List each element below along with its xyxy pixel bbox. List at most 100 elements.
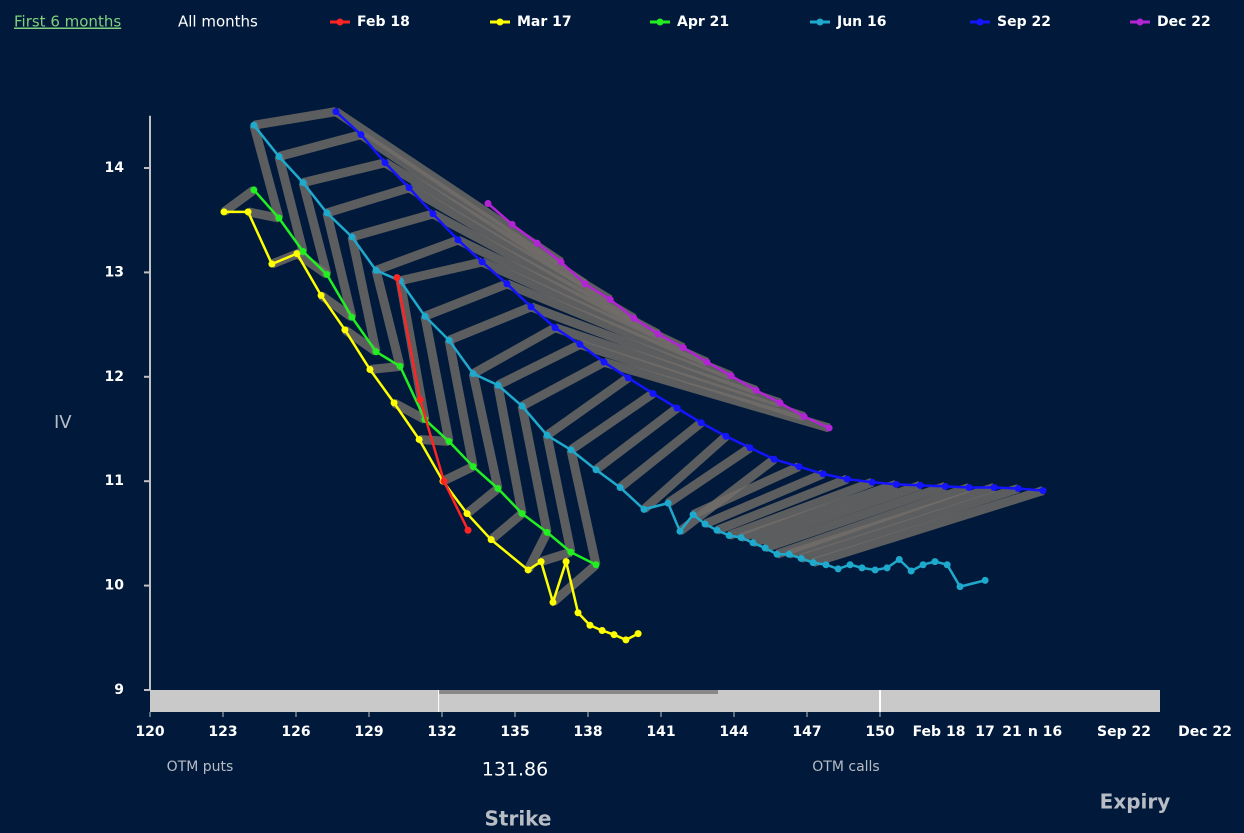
data-point xyxy=(956,583,964,591)
data-point xyxy=(469,463,477,471)
data-point xyxy=(372,348,380,356)
data-point xyxy=(487,536,495,544)
mesh-strip xyxy=(602,357,831,433)
data-point xyxy=(275,214,283,222)
otm-calls-label: OTM calls xyxy=(812,759,879,775)
y-axis-label: IV xyxy=(54,412,72,433)
mesh-strip xyxy=(566,448,601,566)
data-point xyxy=(606,296,614,304)
data-point xyxy=(634,630,642,638)
data-point xyxy=(592,561,600,569)
data-point xyxy=(429,210,437,218)
data-point xyxy=(484,199,492,207)
data-point xyxy=(907,567,915,575)
data-point xyxy=(785,550,793,558)
mesh-strip xyxy=(578,340,806,421)
mesh-strip xyxy=(325,183,411,218)
mesh-strip xyxy=(519,358,607,411)
data-point xyxy=(703,358,711,366)
data-point xyxy=(567,548,575,556)
data-point xyxy=(616,483,624,491)
data-point xyxy=(390,399,398,407)
data-point xyxy=(883,564,891,572)
mesh-strip xyxy=(480,257,709,367)
data-point xyxy=(689,511,697,519)
y-tick-label: 14 xyxy=(105,160,125,176)
mesh-strip xyxy=(277,130,363,161)
data-point xyxy=(503,280,511,288)
data-point xyxy=(800,412,808,420)
data-point xyxy=(421,312,429,320)
data-point xyxy=(858,564,866,572)
mesh-strip xyxy=(739,480,898,542)
data-point xyxy=(551,324,559,332)
mesh-strip xyxy=(550,561,599,606)
mesh-strip xyxy=(369,361,401,374)
mesh-strip xyxy=(539,547,573,566)
data-point xyxy=(250,186,258,194)
data-point xyxy=(825,424,833,432)
otm-puts-label: OTM puts xyxy=(167,759,234,775)
mesh-strip xyxy=(691,462,801,519)
data-point xyxy=(574,609,582,617)
data-point xyxy=(372,266,380,274)
data-point xyxy=(713,526,721,534)
data-point xyxy=(416,396,424,404)
data-point xyxy=(809,559,817,567)
data-point xyxy=(543,431,551,439)
mesh-strip xyxy=(703,469,825,529)
legend-label: Mar 17 xyxy=(517,14,572,30)
nav-link[interactable]: First 6 months xyxy=(14,13,121,31)
data-point xyxy=(819,470,827,478)
mesh-strip xyxy=(568,389,656,454)
mesh-strip xyxy=(553,323,782,408)
data-point xyxy=(797,554,805,562)
data-point xyxy=(697,419,705,427)
nav-link[interactable]: All months xyxy=(178,13,258,31)
strike-bar xyxy=(150,690,1160,712)
legend-dot xyxy=(1136,18,1144,26)
data-point xyxy=(727,372,735,380)
data-point xyxy=(557,258,565,266)
mesh-strip xyxy=(350,209,435,242)
data-point xyxy=(722,432,730,440)
mesh-strip xyxy=(374,235,460,275)
data-point xyxy=(463,510,471,518)
expiry-tick-label: Dec 22 xyxy=(1178,724,1232,740)
x-axis-label: Strike xyxy=(484,807,551,831)
y-tick-label: 9 xyxy=(114,682,124,698)
x-tick-label: 135 xyxy=(500,724,529,740)
data-point xyxy=(317,291,325,299)
mesh-strip xyxy=(763,482,947,553)
data-point xyxy=(567,446,575,454)
x-tick-label: 141 xyxy=(646,724,675,740)
data-point xyxy=(630,314,638,322)
data-point xyxy=(919,561,927,569)
data-point xyxy=(965,483,973,491)
legend-dot xyxy=(336,18,344,26)
data-point xyxy=(600,358,608,366)
expiry-tick-label: 21 xyxy=(1002,724,1021,740)
mesh-strip xyxy=(787,483,996,559)
data-point xyxy=(598,626,606,634)
mesh-strip xyxy=(423,279,509,321)
x-tick-label: 129 xyxy=(354,724,383,740)
x-tick-label: 144 xyxy=(719,724,748,740)
data-point xyxy=(673,404,681,412)
mesh-strip xyxy=(420,315,454,443)
data-point xyxy=(299,248,307,256)
data-point xyxy=(622,636,630,644)
spot-range xyxy=(438,690,718,694)
data-point xyxy=(843,475,851,483)
data-point xyxy=(592,466,600,474)
expiry-tick-label: Sep 22 xyxy=(1097,724,1151,740)
mesh-strip xyxy=(441,462,476,486)
data-point xyxy=(518,402,526,410)
mesh-strip xyxy=(505,279,733,380)
data-point xyxy=(323,270,331,278)
expiry-axis-label: Expiry xyxy=(1100,790,1171,814)
data-point xyxy=(761,544,769,552)
data-point xyxy=(524,566,532,574)
mesh-strip xyxy=(221,186,257,216)
